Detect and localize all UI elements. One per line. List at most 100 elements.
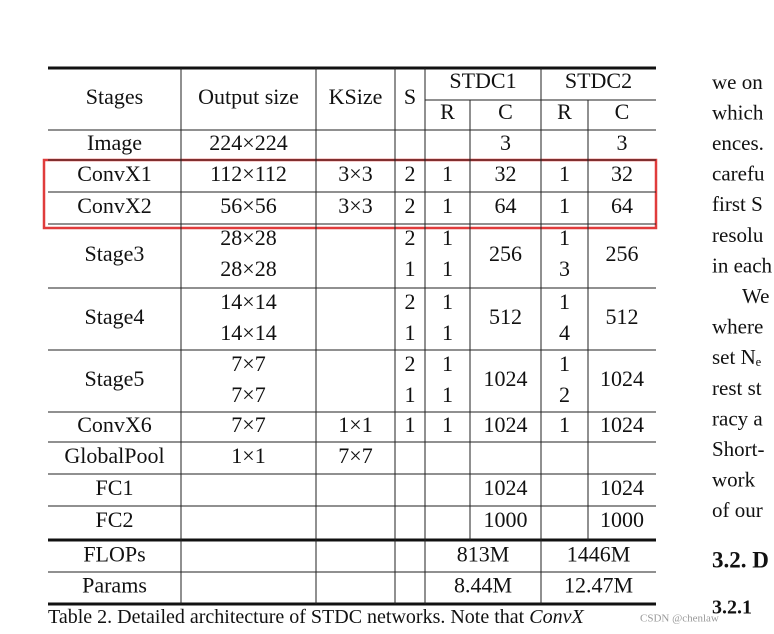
table-cell: 7×7: [231, 351, 265, 376]
table-cell: 1000: [484, 507, 528, 532]
table-cell: 2: [559, 382, 570, 407]
table-cell: 14×14: [220, 320, 276, 345]
table-cell: 1: [559, 289, 570, 314]
side-text: resolu: [712, 223, 764, 247]
table-cell: 1: [442, 351, 453, 376]
table-cell: 3×3: [338, 193, 372, 218]
table-cell: 3: [500, 130, 511, 155]
table-cell: 1: [442, 256, 453, 281]
header-subcell: C: [498, 99, 513, 124]
table-cell: 56×56: [220, 193, 276, 218]
table-cell: 7×7: [338, 443, 372, 468]
row-label: FC2: [96, 507, 134, 532]
table-cell: 1×1: [338, 412, 372, 437]
table-cell: 1: [559, 412, 570, 437]
table-cell: 224×224: [209, 130, 287, 155]
row-label: Image: [87, 130, 142, 155]
header-subcell: R: [440, 99, 455, 124]
table-cell: 12.47M: [564, 573, 633, 598]
table-cell: 1: [559, 161, 570, 186]
table-cell: 14×14: [220, 289, 276, 314]
table-cell: 1: [442, 289, 453, 314]
side-text: We: [742, 284, 769, 308]
row-label: Stage3: [85, 241, 145, 266]
header-cell: STDC1: [449, 68, 516, 93]
table-cell: 512: [489, 304, 522, 329]
header-subcell: R: [557, 99, 572, 124]
table-cell: 1: [559, 351, 570, 376]
side-text: first S: [712, 192, 763, 216]
table-cell: 813M: [457, 542, 510, 567]
header-cell: Stages: [86, 84, 143, 109]
side-text: rest st: [712, 376, 762, 400]
table-cell: 1: [442, 382, 453, 407]
caption: Table 2. Detailed architecture of STDC n…: [48, 606, 584, 628]
side-text: work: [712, 468, 756, 492]
row-label: FC1: [96, 475, 134, 500]
table-cell: 1024: [484, 366, 528, 391]
row-label: FLOPs: [83, 542, 145, 567]
table-cell: 64: [611, 193, 633, 218]
table-cell: 112×112: [210, 161, 287, 186]
table-cell: 1: [442, 161, 453, 186]
side-text: we on: [712, 70, 763, 94]
table-cell: 1: [442, 225, 453, 250]
table-cell: 2: [405, 351, 416, 376]
table-cell: 32: [495, 161, 517, 186]
header-cell: Output size: [198, 84, 299, 109]
table-cell: 1: [405, 320, 416, 345]
table-cell: 1024: [600, 475, 644, 500]
table-cell: 1: [559, 193, 570, 218]
table-cell: 2: [405, 193, 416, 218]
side-text: carefu: [712, 162, 765, 186]
table-cell: 1000: [600, 507, 644, 532]
table-cell: 1: [405, 412, 416, 437]
table-cell: 3×3: [338, 161, 372, 186]
table-cell: 512: [606, 304, 639, 329]
table-cell: 7×7: [231, 412, 265, 437]
row-label: ConvX1: [77, 161, 152, 186]
row-label: Stage4: [85, 304, 145, 329]
table-cell: 1024: [600, 412, 644, 437]
row-label: GlobalPool: [64, 443, 164, 468]
side-text: Short-: [712, 437, 765, 461]
table-cell: 256: [606, 241, 639, 266]
table-cell: 3: [617, 130, 628, 155]
side-text: set Nₑ: [712, 345, 762, 369]
row-label: ConvX6: [77, 412, 152, 437]
table-cell: 1024: [484, 412, 528, 437]
table-cell: 1×1: [231, 443, 265, 468]
table-cell: 1: [405, 256, 416, 281]
row-label: ConvX2: [77, 193, 152, 218]
table-cell: 1: [405, 382, 416, 407]
side-text: racy a: [712, 406, 763, 430]
table-cell: 4: [559, 320, 570, 345]
side-text: in each: [712, 253, 773, 277]
table-cell: 1024: [484, 475, 528, 500]
side-text: which: [712, 100, 764, 124]
table-cell: 2: [405, 161, 416, 186]
header-cell: S: [404, 84, 416, 109]
table-cell: 2: [405, 289, 416, 314]
table-cell: 8.44M: [454, 573, 512, 598]
section-heading: 3.2. D: [712, 547, 769, 572]
table-cell: 1: [442, 412, 453, 437]
table-cell: 28×28: [220, 225, 276, 250]
subsection-heading: 3.2.1: [712, 597, 752, 619]
watermark: CSDN @chenlaw: [640, 613, 719, 625]
header-cell: KSize: [329, 84, 383, 109]
side-text: of our: [712, 498, 763, 522]
table-cell: 1: [559, 225, 570, 250]
table-cell: 1: [442, 193, 453, 218]
row-label: Stage5: [85, 366, 145, 391]
table-cell: 28×28: [220, 256, 276, 281]
header-subcell: C: [615, 99, 630, 124]
table-cell: 7×7: [231, 382, 265, 407]
table-cell: 1024: [600, 366, 644, 391]
caption-text: Table 2. Detailed architecture of STDC n…: [48, 606, 529, 628]
side-text: ences.: [712, 131, 764, 155]
side-text: where: [712, 315, 763, 339]
table-cell: 2: [405, 225, 416, 250]
